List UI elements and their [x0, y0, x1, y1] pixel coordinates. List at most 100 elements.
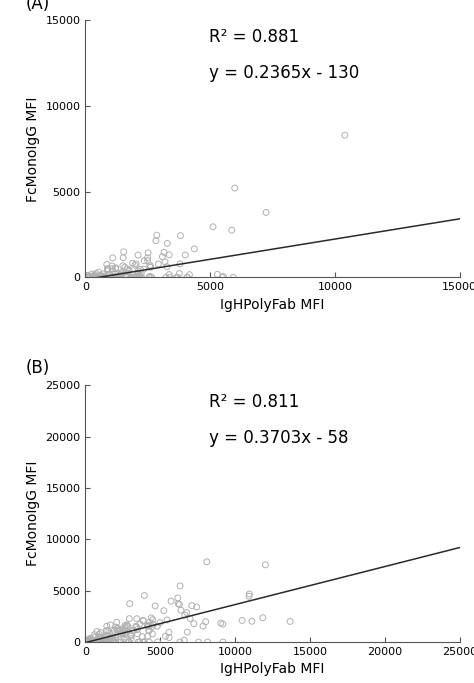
Point	[105, 268, 113, 279]
Point	[149, 619, 157, 630]
Point	[132, 621, 140, 632]
Point	[136, 637, 144, 647]
Point	[137, 272, 145, 283]
Point	[125, 637, 133, 647]
Point	[162, 631, 169, 642]
Point	[118, 270, 125, 281]
Point	[163, 615, 171, 626]
Point	[88, 637, 96, 647]
Point	[186, 613, 194, 624]
Point	[128, 626, 136, 637]
Point	[186, 269, 193, 280]
Point	[91, 631, 99, 642]
Point	[154, 637, 161, 647]
Point	[133, 613, 141, 624]
Point	[115, 625, 123, 636]
Point	[98, 272, 105, 283]
Point	[124, 268, 132, 279]
Point	[120, 633, 128, 644]
Point	[148, 622, 156, 632]
Point	[123, 619, 131, 630]
Point	[109, 637, 117, 647]
Point	[118, 627, 126, 638]
Point	[144, 620, 151, 631]
Point	[83, 637, 91, 647]
Point	[104, 636, 111, 647]
Point	[87, 633, 95, 644]
Point	[133, 622, 140, 632]
Point	[103, 637, 110, 647]
Point	[140, 264, 147, 275]
Point	[90, 637, 97, 647]
Point	[117, 628, 124, 639]
Point	[203, 557, 210, 568]
Point	[89, 272, 96, 283]
Point	[101, 637, 109, 647]
Point	[199, 621, 207, 632]
Point	[229, 272, 237, 283]
Point	[89, 637, 97, 647]
Point	[154, 621, 161, 632]
Point	[129, 272, 137, 283]
Point	[86, 635, 93, 645]
Text: y = 0.3703x - 58: y = 0.3703x - 58	[209, 429, 348, 447]
Point	[188, 600, 196, 611]
Point	[116, 270, 123, 281]
Point	[97, 632, 105, 643]
Point	[101, 272, 109, 283]
Point	[138, 631, 146, 642]
Point	[125, 264, 133, 275]
Point	[136, 271, 144, 282]
Point	[83, 637, 91, 647]
Point	[175, 599, 183, 610]
Point	[148, 628, 156, 639]
Point	[146, 262, 154, 273]
Point	[231, 182, 238, 193]
Point	[259, 612, 266, 623]
Point	[144, 252, 151, 263]
Point	[95, 631, 102, 642]
Text: y = 0.2365x - 130: y = 0.2365x - 130	[209, 64, 359, 82]
Point	[160, 605, 168, 616]
Point	[181, 610, 189, 621]
Point	[109, 266, 117, 277]
Point	[219, 619, 227, 630]
Point	[153, 229, 161, 240]
Point	[84, 637, 92, 647]
Point	[99, 272, 106, 283]
Point	[146, 625, 153, 636]
Point	[106, 637, 113, 647]
Point	[100, 637, 108, 647]
X-axis label: IgHPolyFab MFI: IgHPolyFab MFI	[220, 298, 325, 311]
Point	[88, 268, 96, 279]
Point	[109, 272, 117, 283]
Point	[183, 626, 191, 637]
Point	[152, 235, 160, 246]
Point	[145, 619, 153, 630]
Point	[109, 628, 116, 639]
Point	[83, 637, 91, 647]
Point	[134, 266, 142, 277]
Point	[119, 630, 127, 641]
Point	[113, 623, 121, 634]
Point	[114, 625, 121, 636]
Point	[183, 272, 191, 283]
Point	[164, 238, 171, 249]
Point	[93, 635, 100, 646]
Point	[83, 271, 91, 282]
Point	[105, 635, 113, 645]
Point	[176, 258, 184, 269]
Point	[156, 617, 164, 628]
Point	[104, 264, 112, 275]
Point	[86, 637, 93, 647]
Point	[127, 272, 135, 283]
Point	[91, 272, 99, 283]
Point	[165, 632, 173, 643]
Point	[165, 627, 173, 638]
X-axis label: IgHPolyFab MFI: IgHPolyFab MFI	[220, 663, 325, 676]
Point	[117, 625, 124, 636]
Point	[144, 630, 152, 641]
Point	[109, 272, 117, 283]
Point	[83, 637, 91, 647]
Point	[128, 272, 136, 283]
